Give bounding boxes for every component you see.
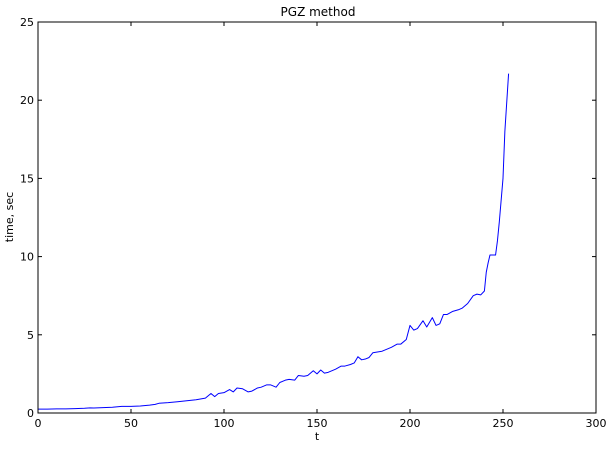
x-tick-label: 250 (493, 417, 514, 430)
y-tick-label: 5 (27, 329, 34, 342)
x-tick-label: 50 (124, 417, 138, 430)
x-tick-label: 0 (35, 417, 42, 430)
chart-title: PGZ method (281, 5, 356, 19)
y-tick-label: 10 (20, 251, 34, 264)
y-tick-label: 20 (20, 94, 34, 107)
y-tick-label: 15 (20, 172, 34, 185)
y-axis-label: time, sec (3, 192, 16, 242)
y-tick-label: 0 (27, 407, 34, 420)
x-tick-label: 300 (586, 417, 607, 430)
series-line-0 (38, 73, 510, 410)
axis-ticks: 0 50 100 150 200 250 300 0 5 10 15 20 25 (20, 16, 607, 430)
x-axis-label: t (315, 430, 320, 443)
x-tick-label: 100 (214, 417, 235, 430)
plot-frame (37, 21, 597, 414)
x-tick-label: 150 (307, 417, 328, 430)
x-tick-label: 200 (400, 417, 421, 430)
y-tick-label: 25 (20, 16, 34, 29)
plot-area (38, 73, 510, 410)
